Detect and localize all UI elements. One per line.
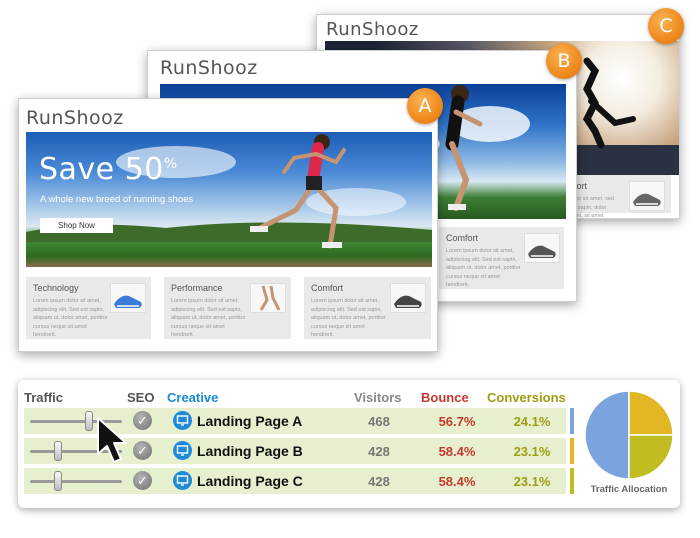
row-color-bar	[570, 468, 574, 494]
table-row: ✓ Landing Page A 468 56.7% 24.1%	[24, 408, 566, 434]
slider-handle[interactable]	[54, 441, 62, 461]
feature-title: Comfort	[446, 233, 479, 243]
hero-subtitle: A whole new breed of running shoes	[40, 194, 194, 205]
feature-body: Lorem ipsum dolor sit amet, adipiscing e…	[171, 298, 246, 338]
header-conversions: Conversions	[487, 390, 566, 405]
pie-slice-c	[628, 434, 674, 480]
check-circle-icon[interactable]: ✓	[133, 411, 152, 430]
feature-card-comfort: nfort dolor sit amet, sed est sapin, dol…	[567, 175, 671, 218]
visitors-value: 428	[368, 444, 390, 459]
conversions-value: 23.1%	[513, 444, 551, 459]
hero-headline: Save 50%	[39, 152, 178, 187]
runner-photo	[26, 134, 432, 249]
landing-page-a-preview[interactable]: RunShooz Save 50% A whole new breed of r…	[18, 98, 438, 352]
landing-page-name[interactable]: Landing Page C	[197, 473, 303, 489]
traffic-slider[interactable]	[30, 441, 122, 461]
feature-card-technology: Technology Lorem ipsum dolor sit amet, a…	[26, 277, 151, 339]
shoe-icon	[524, 233, 560, 263]
runner-legs-icon	[250, 283, 286, 313]
row-color-bar	[570, 438, 574, 464]
feature-title: Performance	[171, 283, 223, 293]
traffic-control-panel: Traffic SEO Creative Visitors Bounce Con…	[18, 380, 680, 508]
conversions-value: 23.1%	[513, 474, 551, 489]
bounce-value: 58.4%	[438, 444, 476, 459]
variant-badge-a: A	[407, 88, 443, 124]
feature-card-comfort: Comfort Lorem ipsum dolor sit amet, adip…	[439, 227, 564, 289]
shop-now-button[interactable]: Shop Now	[40, 218, 113, 233]
mouse-pointer-icon	[97, 417, 127, 463]
feature-body: dolor sit amet, sed est sapin, dolor ame…	[569, 196, 614, 219]
monitor-icon	[173, 471, 192, 490]
brand-logo: RunShooz	[326, 19, 419, 40]
check-circle-icon[interactable]: ✓	[133, 471, 152, 490]
traffic-allocation-pie	[584, 390, 674, 480]
traffic-slider[interactable]	[30, 471, 122, 491]
bounce-value: 56.7%	[438, 414, 476, 429]
pie-slice-b	[628, 390, 674, 436]
feature-title: Comfort	[311, 283, 344, 293]
slider-handle[interactable]	[54, 471, 62, 491]
feature-body: Lorem ipsum dolor sit amet, adipiscing e…	[33, 298, 108, 338]
visitors-value: 428	[368, 474, 390, 489]
brand-logo: RunShooz	[160, 57, 258, 79]
row-color-bar	[570, 408, 574, 434]
traffic-slider[interactable]	[30, 411, 122, 431]
variant-badge-c: C	[648, 8, 684, 44]
shoe-icon	[390, 283, 426, 313]
pie-label: Traffic Allocation	[590, 484, 668, 495]
hero-banner: Save 50% A whole new breed of running sh…	[26, 132, 432, 267]
monitor-icon	[173, 411, 192, 430]
slider-handle[interactable]	[85, 411, 93, 431]
feature-card-performance: Performance Lorem ipsum dolor sit amet, …	[164, 277, 291, 339]
feature-card-comfort: Comfort Lorem ipsum dolor sit amet, adip…	[304, 277, 431, 339]
brand-logo: RunShooz	[26, 107, 124, 129]
variant-badge-b: B	[546, 43, 582, 79]
bounce-value: 58.4%	[438, 474, 476, 489]
feature-body: Lorem ipsum dolor sit amet, adipiscing e…	[311, 298, 386, 338]
visitors-value: 468	[368, 414, 390, 429]
conversions-value: 24.1%	[513, 414, 551, 429]
monitor-icon	[173, 441, 192, 460]
feature-title: nfort	[569, 181, 588, 191]
header-visitors: Visitors	[354, 390, 402, 405]
pie-slice-a	[584, 390, 630, 480]
landing-page-name[interactable]: Landing Page A	[197, 413, 303, 429]
shoe-icon	[629, 181, 665, 211]
header-traffic: Traffic	[24, 390, 64, 405]
feature-title: Technology	[33, 283, 79, 293]
header-creative: Creative	[167, 390, 219, 405]
landing-page-name[interactable]: Landing Page B	[197, 443, 303, 459]
header-bounce: Bounce	[421, 390, 469, 405]
feature-body: Lorem ipsum dolor sit amet, adipiscing e…	[446, 248, 521, 288]
check-circle-icon[interactable]: ✓	[133, 441, 152, 460]
shoe-icon	[110, 283, 146, 313]
header-seo: SEO	[127, 390, 155, 405]
table-row: ✓ Landing Page C 428 58.4% 23.1%	[24, 468, 566, 494]
